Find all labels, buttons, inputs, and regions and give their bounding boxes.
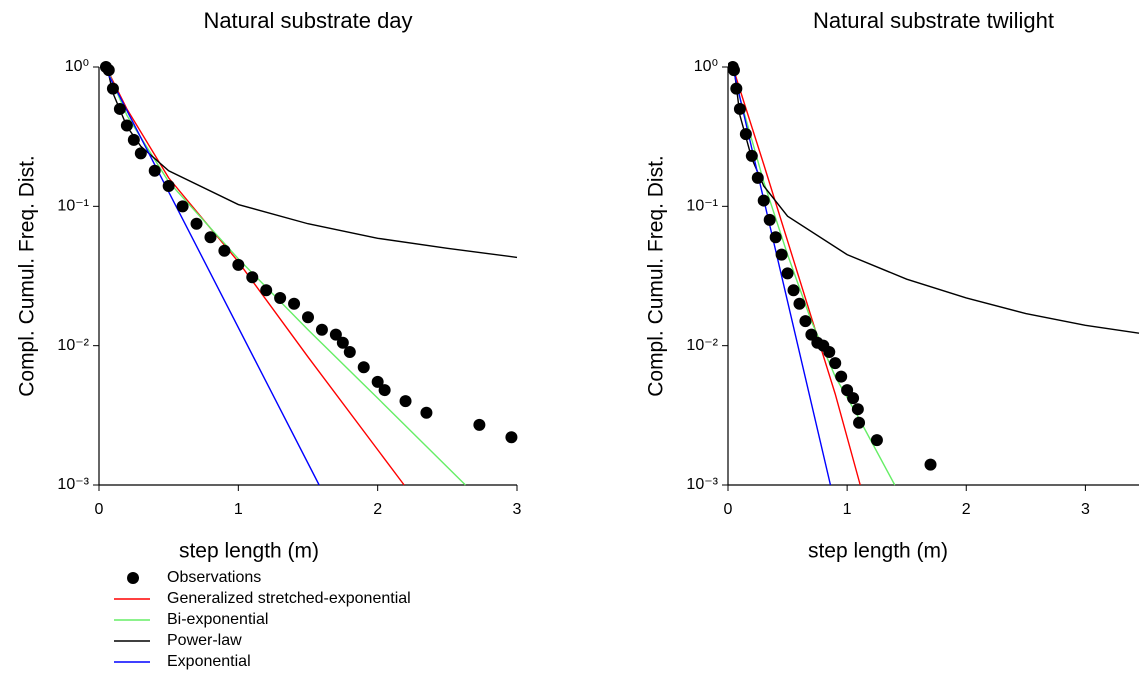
observation-point xyxy=(420,406,433,419)
x-tick-label: 1 xyxy=(843,501,852,518)
y-tick-label: 10⁻² xyxy=(57,337,89,354)
x-tick-label: 3 xyxy=(1081,501,1090,518)
observation-point xyxy=(357,361,370,374)
observation-point xyxy=(343,346,356,359)
x-tick-label: 2 xyxy=(962,501,971,518)
chart-title: Natural substrate twilight xyxy=(813,8,1054,33)
observation-point xyxy=(769,231,782,244)
fit-line xyxy=(105,66,466,486)
observation-point xyxy=(823,346,836,359)
observation-point xyxy=(505,431,518,444)
y-tick-label: 10⁰ xyxy=(694,58,718,75)
observation-point xyxy=(787,284,800,297)
observation-point xyxy=(302,311,314,324)
observation-point xyxy=(924,458,937,471)
observation-point xyxy=(399,395,412,408)
legend-label: Bi-exponential xyxy=(167,611,268,628)
observation-point xyxy=(315,323,328,336)
y-tick-label: 10⁻³ xyxy=(57,476,89,493)
observation-point xyxy=(162,179,175,192)
y-axis-label: Compl. Cumul. Freq. Dist. xyxy=(645,155,668,397)
legend-label: Observations xyxy=(167,569,261,586)
x-axis-label: step length (m) xyxy=(179,540,319,563)
observation-point xyxy=(853,416,866,429)
observation-point xyxy=(127,133,140,146)
observation-point xyxy=(218,244,231,257)
observation-point xyxy=(745,149,758,162)
chart-title: Natural substrate day xyxy=(203,8,412,33)
observation-point xyxy=(371,375,384,388)
fit-line xyxy=(732,66,861,486)
observation-point xyxy=(288,297,301,310)
observation-point xyxy=(329,328,342,341)
y-tick-label: 10⁻³ xyxy=(686,476,718,493)
fit-line xyxy=(103,66,320,486)
fit-line xyxy=(733,66,1140,334)
observation-point xyxy=(851,403,864,416)
x-tick-label: 3 xyxy=(513,501,522,518)
observation-point xyxy=(733,102,746,115)
observation-point xyxy=(274,291,287,304)
observation-point xyxy=(246,271,259,284)
observation-point xyxy=(232,258,245,271)
observation-point xyxy=(106,82,119,95)
legend-label: Generalized stretched-exponential xyxy=(167,590,411,607)
observation-point xyxy=(870,434,883,447)
fit-line xyxy=(106,68,518,259)
legend-label: Exponential xyxy=(167,653,251,670)
plot-area xyxy=(728,61,1140,486)
y-tick-label: 10⁻¹ xyxy=(57,198,89,215)
observation-point xyxy=(336,336,349,349)
x-axis-label: step length (m) xyxy=(808,540,948,563)
observation-point xyxy=(260,284,273,297)
observation-point xyxy=(204,231,217,244)
observation-point xyxy=(829,357,842,370)
plot-area xyxy=(99,61,518,486)
observation-point xyxy=(176,200,189,213)
legend-label: Power-law xyxy=(167,632,242,649)
y-tick-label: 10⁻² xyxy=(686,337,718,354)
observation-point xyxy=(793,297,806,310)
observation-point xyxy=(751,171,764,184)
observation-point xyxy=(134,147,147,160)
x-tick-label: 2 xyxy=(373,501,382,518)
observation-point xyxy=(102,64,115,77)
observation-point xyxy=(763,213,776,226)
observation-point xyxy=(775,248,788,261)
fit-line xyxy=(732,66,896,486)
x-tick-label: 1 xyxy=(234,501,243,518)
legend-marker xyxy=(127,572,139,584)
y-tick-label: 10⁻¹ xyxy=(686,198,718,215)
observation-point xyxy=(835,370,848,383)
observation-point xyxy=(190,217,203,230)
observation-point xyxy=(757,194,770,207)
observation-point xyxy=(473,418,486,431)
y-tick-label: 10⁰ xyxy=(65,58,89,75)
observation-point xyxy=(730,82,743,95)
observation-point xyxy=(148,164,161,177)
observation-point xyxy=(378,384,391,397)
x-tick-label: 0 xyxy=(95,501,104,518)
observation-point xyxy=(120,119,133,132)
observation-point xyxy=(728,64,740,77)
observation-point xyxy=(847,392,860,405)
observation-point xyxy=(781,267,794,280)
y-axis-label: Compl. Cumul. Freq. Dist. xyxy=(16,155,39,397)
x-tick-label: 0 xyxy=(724,501,733,518)
observation-point xyxy=(739,128,752,141)
observation-point xyxy=(113,102,126,115)
observation-point xyxy=(799,315,812,328)
